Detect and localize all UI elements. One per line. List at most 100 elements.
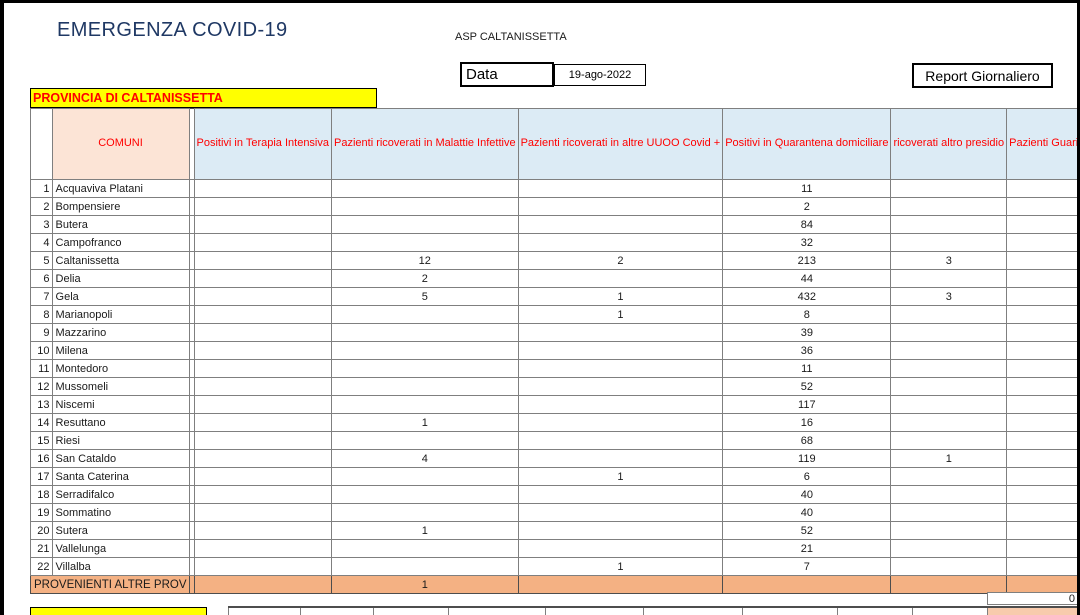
cell-quarantena[interactable]: 2 bbox=[722, 197, 892, 216]
cell-altro-presidio[interactable] bbox=[890, 305, 1008, 324]
cell-terapia-intensiva[interactable] bbox=[193, 287, 333, 306]
comune-name[interactable]: Marianopoli bbox=[51, 305, 190, 324]
cell-quarantena[interactable]: 432 bbox=[722, 287, 892, 306]
cell-malattie-infettive[interactable] bbox=[331, 341, 519, 360]
cell-altre-uuoo[interactable]: 1 bbox=[517, 467, 724, 486]
comune-name[interactable]: Caltanissetta bbox=[51, 251, 190, 270]
cell-quarantena[interactable]: 8 bbox=[722, 305, 892, 324]
cell-altre-uuoo[interactable] bbox=[517, 575, 724, 594]
cell-terapia-intensiva[interactable] bbox=[193, 467, 333, 486]
cell-guariti-clinicamente[interactable] bbox=[1006, 431, 1077, 450]
cell-terapia-intensiva[interactable] bbox=[193, 215, 333, 234]
cell-quarantena[interactable]: 40 bbox=[722, 485, 892, 504]
cell-quarantena[interactable]: 11 bbox=[722, 179, 892, 198]
cell-quarantena[interactable]: 32 bbox=[722, 233, 892, 252]
cell-guariti-clinicamente[interactable] bbox=[1006, 485, 1077, 504]
cell-guariti-clinicamente[interactable] bbox=[1006, 575, 1077, 594]
comune-name[interactable]: Gela bbox=[51, 287, 190, 306]
cell-altro-presidio[interactable] bbox=[890, 521, 1008, 540]
cell-terapia-intensiva[interactable] bbox=[193, 323, 333, 342]
cell-altre-uuoo[interactable] bbox=[517, 233, 724, 252]
comune-name[interactable]: Niscemi bbox=[51, 395, 190, 414]
cell-malattie-infettive[interactable] bbox=[331, 233, 519, 252]
cell-quarantena[interactable]: 40 bbox=[722, 503, 892, 522]
comune-name[interactable]: Mazzarino bbox=[51, 323, 190, 342]
cell-quarantena[interactable]: 16 bbox=[722, 413, 892, 432]
cell-guariti-clinicamente[interactable] bbox=[1006, 539, 1077, 558]
cell-altro-presidio[interactable] bbox=[890, 575, 1008, 594]
cell-guariti-clinicamente[interactable] bbox=[1006, 323, 1077, 342]
cell-terapia-intensiva[interactable] bbox=[193, 503, 333, 522]
comune-name[interactable]: Milena bbox=[51, 341, 190, 360]
row-number[interactable]: 1 bbox=[30, 179, 53, 198]
cell-terapia-intensiva[interactable] bbox=[193, 251, 333, 270]
cell-malattie-infettive[interactable] bbox=[331, 179, 519, 198]
cell-malattie-infettive[interactable] bbox=[331, 539, 519, 558]
cell-malattie-infettive[interactable]: 12 bbox=[331, 251, 519, 270]
comune-name[interactable]: Serradifalco bbox=[51, 485, 190, 504]
cell-guariti-clinicamente[interactable] bbox=[1006, 269, 1077, 288]
cell-guariti-clinicamente[interactable] bbox=[1006, 305, 1077, 324]
cell-malattie-infettive[interactable] bbox=[331, 305, 519, 324]
cell-altre-uuoo[interactable]: 2 bbox=[517, 251, 724, 270]
cell-terapia-intensiva[interactable] bbox=[193, 179, 333, 198]
cell-guariti-clinicamente[interactable] bbox=[1006, 503, 1077, 522]
cell-altro-presidio[interactable] bbox=[890, 503, 1008, 522]
cell-guariti-clinicamente[interactable] bbox=[1006, 377, 1077, 396]
row-number[interactable]: 12 bbox=[30, 377, 53, 396]
cell-altre-uuoo[interactable] bbox=[517, 539, 724, 558]
cell-altre-uuoo[interactable] bbox=[517, 323, 724, 342]
row-number[interactable]: 10 bbox=[30, 341, 53, 360]
row-number[interactable]: 21 bbox=[30, 539, 53, 558]
cell-altre-uuoo[interactable] bbox=[517, 377, 724, 396]
cell-quarantena[interactable]: 39 bbox=[722, 323, 892, 342]
cell-guariti-clinicamente[interactable] bbox=[1006, 251, 1077, 270]
row-number[interactable]: 20 bbox=[30, 521, 53, 540]
comune-name[interactable]: Sutera bbox=[51, 521, 190, 540]
cell-altro-presidio[interactable] bbox=[890, 485, 1008, 504]
cell-guariti-clinicamente[interactable] bbox=[1006, 179, 1077, 198]
row-number[interactable]: 18 bbox=[30, 485, 53, 504]
cell-guariti-clinicamente[interactable] bbox=[1006, 557, 1077, 576]
cell-altre-uuoo[interactable] bbox=[517, 179, 724, 198]
cell-altro-presidio[interactable] bbox=[890, 197, 1008, 216]
cell-quarantena[interactable]: 84 bbox=[722, 215, 892, 234]
cell-quarantena[interactable]: 44 bbox=[722, 269, 892, 288]
cell-altre-uuoo[interactable] bbox=[517, 521, 724, 540]
comune-name[interactable]: Resuttano bbox=[51, 413, 190, 432]
comune-name[interactable]: Riesi bbox=[51, 431, 190, 450]
cell-malattie-infettive[interactable] bbox=[331, 323, 519, 342]
comune-name[interactable]: Mussomeli bbox=[51, 377, 190, 396]
cell-altre-uuoo[interactable] bbox=[517, 449, 724, 468]
cell-quarantena[interactable]: 6 bbox=[722, 467, 892, 486]
comune-name[interactable]: Vallelunga bbox=[51, 539, 190, 558]
cell-altro-presidio[interactable] bbox=[890, 395, 1008, 414]
cell-terapia-intensiva[interactable] bbox=[193, 341, 333, 360]
comune-name[interactable]: Montedoro bbox=[51, 359, 190, 378]
comune-name[interactable]: Sommatino bbox=[51, 503, 190, 522]
cell-altro-presidio[interactable] bbox=[890, 179, 1008, 198]
cell-altro-presidio[interactable] bbox=[890, 323, 1008, 342]
cell-malattie-infettive[interactable]: 1 bbox=[331, 521, 519, 540]
comune-name[interactable]: Bompensiere bbox=[51, 197, 190, 216]
cell-terapia-intensiva[interactable] bbox=[193, 521, 333, 540]
cell-altre-uuoo[interactable] bbox=[517, 197, 724, 216]
cell-altre-uuoo[interactable]: 1 bbox=[517, 557, 724, 576]
cell-terapia-intensiva[interactable] bbox=[193, 539, 333, 558]
cell-terapia-intensiva[interactable] bbox=[193, 233, 333, 252]
cell-quarantena[interactable]: 21 bbox=[722, 539, 892, 558]
row-number[interactable]: 16 bbox=[30, 449, 53, 468]
date-value-cell[interactable]: 19-ago-2022 bbox=[554, 64, 646, 86]
cell-altro-presidio[interactable] bbox=[890, 431, 1008, 450]
cell-guariti-clinicamente[interactable] bbox=[1006, 449, 1077, 468]
cell-malattie-infettive[interactable]: 2 bbox=[331, 269, 519, 288]
cell-quarantena[interactable] bbox=[722, 575, 892, 594]
cell-malattie-infettive[interactable] bbox=[331, 557, 519, 576]
cell-altro-presidio[interactable] bbox=[890, 215, 1008, 234]
cell-guariti-clinicamente[interactable] bbox=[1006, 215, 1077, 234]
cell-terapia-intensiva[interactable] bbox=[193, 431, 333, 450]
cell-guariti-clinicamente[interactable] bbox=[1006, 287, 1077, 306]
cell-quarantena[interactable]: 52 bbox=[722, 377, 892, 396]
provenienti-label[interactable]: PROVENIENTI ALTRE PROV bbox=[30, 575, 190, 594]
row-number[interactable]: 5 bbox=[30, 251, 53, 270]
